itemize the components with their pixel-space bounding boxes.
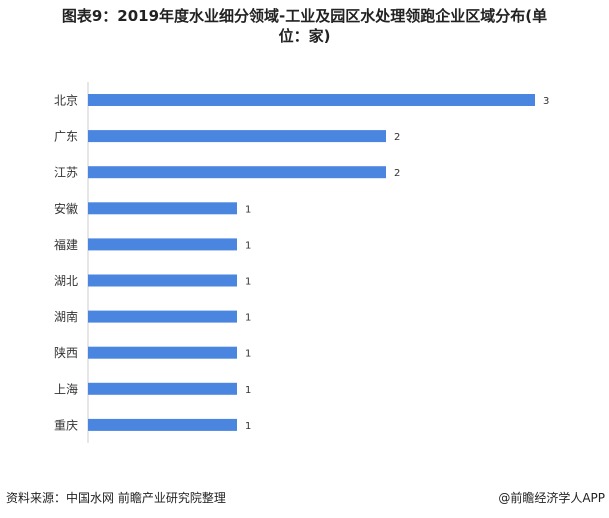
category-label: 安徽 bbox=[54, 201, 78, 216]
category-label: 福建 bbox=[54, 237, 78, 252]
category-label: 重庆 bbox=[54, 418, 78, 432]
bar bbox=[88, 310, 237, 323]
bar bbox=[88, 274, 237, 287]
data-label: 1 bbox=[245, 204, 251, 215]
bar bbox=[88, 382, 237, 395]
data-label: 1 bbox=[245, 240, 251, 251]
category-label: 广东 bbox=[54, 130, 78, 144]
data-label: 2 bbox=[394, 168, 400, 179]
bar bbox=[88, 238, 237, 251]
bar bbox=[88, 418, 237, 431]
category-label: 北京 bbox=[54, 94, 78, 108]
bar bbox=[88, 94, 535, 106]
credit-note: @前瞻经济学人APP bbox=[498, 491, 605, 505]
data-label: 2 bbox=[394, 132, 400, 143]
category-label: 湖南 bbox=[54, 309, 78, 324]
category-label: 江苏 bbox=[54, 166, 78, 180]
category-label: 湖北 bbox=[54, 273, 78, 288]
data-label: 1 bbox=[245, 421, 251, 432]
chart-title: 图表9：2019年度水业细分领域-工业及园区水处理领跑企业区域分布(单 位：家) bbox=[61, 7, 548, 45]
data-label: 1 bbox=[245, 385, 251, 396]
data-label: 1 bbox=[245, 277, 251, 288]
source-note: 资料来源：中国水网 前瞻产业研究院整理 bbox=[6, 491, 226, 505]
bar bbox=[88, 346, 237, 359]
data-label: 1 bbox=[245, 349, 251, 360]
bar bbox=[88, 202, 237, 215]
data-label: 1 bbox=[245, 313, 251, 324]
bar bbox=[88, 166, 386, 179]
category-label: 陕西 bbox=[54, 345, 78, 360]
category-label: 上海 bbox=[54, 381, 78, 396]
bar bbox=[88, 130, 386, 143]
data-label: 3 bbox=[543, 96, 549, 107]
